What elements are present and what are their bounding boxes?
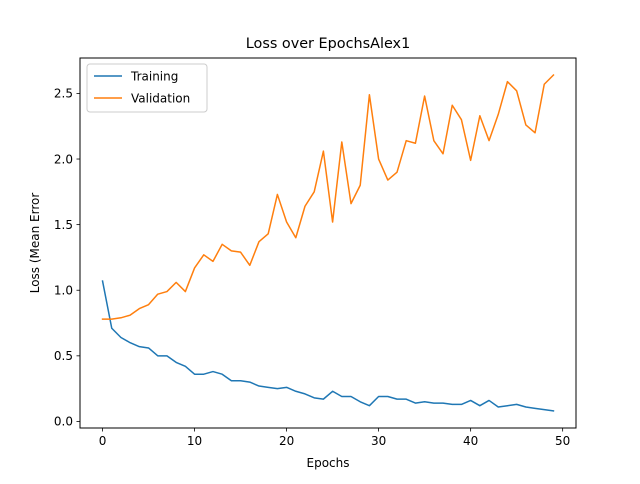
x-tick-label: 40 — [463, 434, 478, 448]
y-tick-label: 1.0 — [54, 284, 73, 298]
x-tick-label: 30 — [371, 434, 386, 448]
x-tick-label: 0 — [99, 434, 107, 448]
x-tick-label: 50 — [555, 434, 570, 448]
legend: Training Validation — [86, 63, 208, 113]
series-line-validation — [101, 73, 555, 320]
y-tick-label: 0.5 — [54, 349, 73, 363]
x-axis-ticks: 0 10 20 30 40 50 — [99, 428, 570, 448]
x-axis-label: Epochs — [307, 456, 350, 470]
y-tick-label: 2.5 — [54, 87, 73, 101]
y-axis-ticks: 0.0 0.5 1.0 1.5 2.0 2.5 — [54, 87, 80, 429]
legend-label-training: Training — [130, 70, 178, 84]
series-line-training — [101, 280, 555, 412]
plot-lines — [101, 73, 555, 412]
y-tick-label: 1.5 — [54, 218, 73, 232]
x-tick-label: 20 — [279, 434, 294, 448]
y-tick-label: 0.0 — [54, 415, 73, 429]
y-axis-label: Loss (Mean Error — [28, 193, 42, 294]
chart-title: Loss over EpochsAlex1 — [246, 36, 410, 52]
legend-label-validation: Validation — [131, 92, 190, 106]
plot-frame — [79, 57, 577, 429]
y-tick-label: 2.0 — [54, 152, 73, 166]
x-tick-label: 10 — [187, 434, 202, 448]
